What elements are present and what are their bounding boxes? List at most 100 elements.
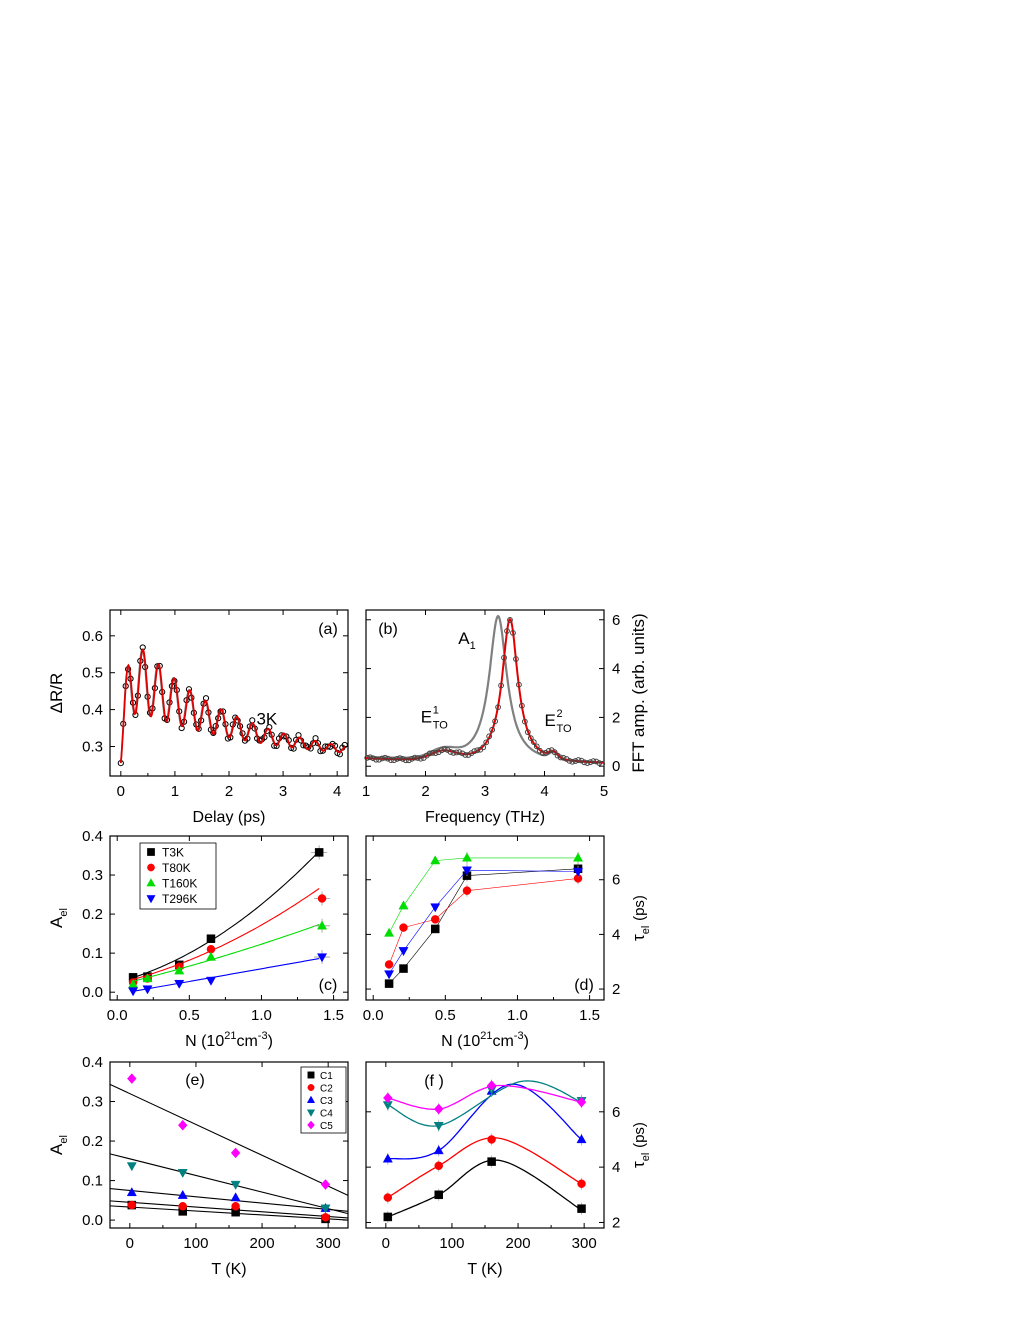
- legend-marker: [147, 848, 155, 856]
- data-point: [142, 973, 153, 983]
- fft-data-point: [551, 749, 558, 756]
- y-tick-label: 4: [612, 1159, 620, 1176]
- x-tick-label: 4: [333, 783, 341, 800]
- x-tick-label: 1: [171, 783, 179, 800]
- data-point: [430, 903, 441, 913]
- y-axis-label-sub: el: [58, 1135, 70, 1144]
- fft-data-point: [471, 748, 478, 755]
- x-tick-label: 2: [225, 783, 233, 800]
- data-point: [174, 979, 185, 989]
- panel-a: 0 1 2 3 4 0.3 0.4 0.5 0.6 Delay (ps) ΔR/R (a) 3K: [47, 609, 349, 826]
- legend-marker: [307, 1071, 315, 1079]
- data-point: [576, 1096, 587, 1108]
- peak-label-sub: TO: [433, 719, 449, 731]
- y-tick-label: 0.4: [82, 702, 103, 719]
- plot-frame: [365, 609, 605, 777]
- plot-frame: [365, 1061, 605, 1229]
- series-C1: [383, 1155, 586, 1223]
- fft-data-point: [373, 756, 380, 763]
- data-point: [230, 1147, 241, 1159]
- data-point: [324, 743, 331, 750]
- legend-entry: T3K: [162, 846, 184, 860]
- peak-label-base: A: [458, 629, 470, 648]
- data-point: [383, 1212, 393, 1222]
- fft-data-point: [459, 750, 466, 757]
- data-point: [127, 1200, 137, 1210]
- fit-line: [109, 1083, 349, 1196]
- legend-entry: T160K: [162, 877, 197, 891]
- data-point: [206, 934, 216, 943]
- x-axis-unit-sup2: -3: [258, 1030, 268, 1042]
- data-point: [312, 735, 319, 742]
- x-tick-label: 4: [540, 783, 548, 800]
- fft-data-point: [530, 739, 537, 746]
- y-tick-label: 0.3: [82, 867, 103, 884]
- x-axis-label: Delay (ps): [193, 809, 266, 826]
- x-axis-label-name: Delay: [193, 809, 234, 826]
- fft-data-point: [379, 755, 385, 762]
- x-tick-label: 3: [481, 783, 489, 800]
- x-tick-label: 200: [506, 1235, 531, 1252]
- data-point: [487, 1157, 496, 1166]
- fft-data-point: [489, 726, 496, 733]
- x-tick-label: 100: [183, 1235, 208, 1252]
- smooth-curve: [387, 1137, 582, 1199]
- fft-data-point: [504, 628, 510, 634]
- series-T296K: [128, 950, 331, 997]
- data-point: [205, 951, 216, 961]
- fft-data-point: [596, 760, 603, 766]
- data-point: [317, 920, 328, 930]
- data-point: [320, 1204, 331, 1214]
- data-point: [433, 1145, 444, 1155]
- x-tick-label: 0.0: [107, 1007, 128, 1024]
- x-axis-unit-mid: cm: [236, 1033, 257, 1050]
- x-tick-label: 200: [250, 1235, 275, 1252]
- data-point: [577, 1179, 586, 1188]
- data-point: [577, 1204, 586, 1213]
- y-axis-label-name: τ: [629, 934, 648, 941]
- series-T296K: [384, 864, 584, 980]
- data-point: [230, 1192, 241, 1202]
- y-tick-label: 0.3: [82, 1094, 103, 1111]
- fft-data-point: [486, 733, 493, 740]
- x-tick-label: 300: [316, 1235, 341, 1252]
- fft-data-point: [518, 702, 525, 709]
- data-point: [177, 1169, 188, 1178]
- fft-data-point: [411, 754, 418, 761]
- x-axis-label-name: T: [211, 1261, 221, 1278]
- legend-marker: [146, 895, 156, 904]
- x-axis-unit-end: ): [268, 1033, 273, 1050]
- fft-data-point: [560, 754, 567, 761]
- y-tick-label: 0.4: [82, 1054, 103, 1071]
- y-tick-label: 0.0: [82, 1212, 103, 1229]
- data-point: [383, 1193, 393, 1202]
- data-point: [573, 867, 584, 877]
- y-tick-label: 0.5: [82, 665, 103, 682]
- legend-entry: C5: [320, 1121, 333, 1132]
- y-tick-label: 0.0: [82, 984, 103, 1001]
- data-point: [230, 1180, 241, 1190]
- x-axis-label: T (K): [467, 1261, 502, 1278]
- y-tick-label: 0.2: [82, 906, 103, 923]
- smooth-curve: [387, 1159, 582, 1218]
- fft-data-point: [572, 758, 579, 764]
- legend-marker: [307, 1120, 315, 1130]
- fft-data-point: [480, 744, 487, 751]
- series-C2: [383, 1133, 586, 1204]
- x-axis-label-name: N: [185, 1033, 197, 1050]
- panel-c: 0.0 0.5 1.0 1.5 0.0 0.1 0.2 0.3 0.4 N (1021cm-3) A…: [47, 828, 349, 1050]
- legend-marker: [306, 1109, 316, 1117]
- panel-label: (b): [378, 621, 398, 638]
- fft-data-point: [474, 747, 481, 754]
- fft-data-point: [391, 757, 397, 764]
- y-tick-label: 2: [612, 1214, 620, 1231]
- x-tick-label: 1.5: [323, 1007, 344, 1024]
- legend-entry: T296K: [162, 892, 197, 906]
- x-axis-unit-sup: 21: [480, 1030, 492, 1042]
- fft-data-point: [498, 682, 504, 689]
- fit-line: [131, 958, 320, 993]
- fft-data-point: [465, 752, 472, 758]
- data-point: [142, 985, 153, 995]
- series-C2: [109, 1200, 349, 1222]
- panel-d: 0.0 0.5 1.0 1.5 2 4 6 N (1021cm-3) τel (ps) (d): [363, 835, 652, 1050]
